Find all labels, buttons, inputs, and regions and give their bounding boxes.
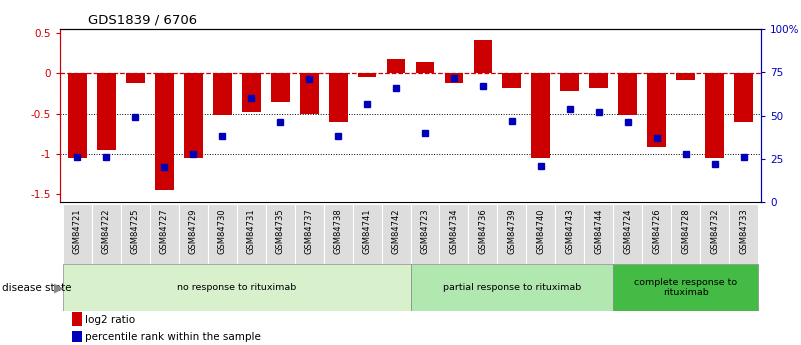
Bar (295, 204, 324, 264)
Text: GSM84727: GSM84727 (160, 208, 169, 254)
Text: GSM84744: GSM84744 (594, 208, 603, 254)
Bar (502, 73, 521, 88)
Text: GSM84724: GSM84724 (623, 208, 632, 254)
Text: GSM84743: GSM84743 (566, 208, 574, 254)
Bar (207, 204, 237, 264)
Text: GSM84729: GSM84729 (189, 208, 198, 254)
Text: GSM84739: GSM84739 (507, 208, 517, 254)
Bar (387, 59, 405, 73)
Bar (618, 73, 637, 115)
Text: GSM84735: GSM84735 (276, 208, 284, 254)
Text: GSM84721: GSM84721 (73, 208, 82, 254)
Text: GSM84741: GSM84741 (363, 208, 372, 254)
Text: log2 ratio: log2 ratio (85, 315, 135, 325)
Text: GSM84740: GSM84740 (537, 208, 545, 254)
Bar (266, 204, 295, 264)
Bar (300, 73, 319, 114)
Bar (700, 204, 729, 264)
Bar (561, 73, 579, 91)
Bar (647, 73, 666, 147)
Bar (729, 204, 758, 264)
Bar (531, 73, 550, 158)
Bar (97, 73, 116, 150)
Bar (179, 204, 207, 264)
Text: GSM84736: GSM84736 (478, 208, 488, 254)
Text: ▶: ▶ (54, 282, 64, 295)
Text: GSM84722: GSM84722 (102, 208, 111, 254)
Bar (150, 204, 179, 264)
Bar (614, 204, 642, 264)
Text: GSM84737: GSM84737 (304, 208, 314, 254)
Bar (497, 204, 526, 264)
Text: percentile rank within the sample: percentile rank within the sample (85, 332, 261, 342)
Bar (614, 264, 758, 310)
Bar (358, 73, 376, 78)
Bar (328, 73, 348, 121)
Text: GSM84723: GSM84723 (421, 208, 429, 254)
Bar (526, 204, 555, 264)
Text: GSM84730: GSM84730 (218, 208, 227, 254)
Bar (676, 73, 695, 80)
Text: GSM84733: GSM84733 (739, 208, 748, 254)
Text: GSM84728: GSM84728 (681, 208, 690, 254)
Bar (68, 73, 87, 158)
Bar (410, 204, 440, 264)
Text: GSM84731: GSM84731 (247, 208, 256, 254)
Text: GDS1839 / 6706: GDS1839 / 6706 (88, 14, 197, 27)
Bar (92, 204, 121, 264)
Bar (381, 204, 410, 264)
Text: GSM84742: GSM84742 (392, 208, 400, 254)
Bar (121, 204, 150, 264)
Bar (642, 204, 671, 264)
Bar (735, 73, 753, 121)
Bar (242, 73, 260, 112)
Text: no response to rituximab: no response to rituximab (177, 283, 296, 292)
Text: complete response to
rituximab: complete response to rituximab (634, 277, 737, 297)
Bar (584, 204, 614, 264)
Bar (469, 204, 497, 264)
Bar (590, 73, 608, 88)
Text: GSM84726: GSM84726 (652, 208, 661, 254)
Bar (555, 204, 584, 264)
Bar (440, 204, 469, 264)
Text: GSM84732: GSM84732 (710, 208, 719, 254)
Bar (213, 73, 231, 115)
Bar (63, 204, 92, 264)
Bar (445, 73, 463, 83)
Bar (671, 204, 700, 264)
Bar (416, 62, 434, 73)
Bar (126, 73, 145, 83)
Bar (237, 204, 266, 264)
Text: GSM84734: GSM84734 (449, 208, 458, 254)
Bar (324, 204, 352, 264)
Text: disease state: disease state (2, 283, 72, 293)
Bar (705, 73, 724, 158)
Bar (352, 204, 381, 264)
Bar (63, 264, 410, 310)
Bar (271, 73, 290, 101)
Bar (473, 40, 493, 73)
Bar (410, 264, 614, 310)
Bar (184, 73, 203, 158)
Text: GSM84725: GSM84725 (131, 208, 140, 254)
Text: GSM84738: GSM84738 (333, 208, 343, 254)
Bar (155, 73, 174, 190)
Text: partial response to rituximab: partial response to rituximab (443, 283, 581, 292)
